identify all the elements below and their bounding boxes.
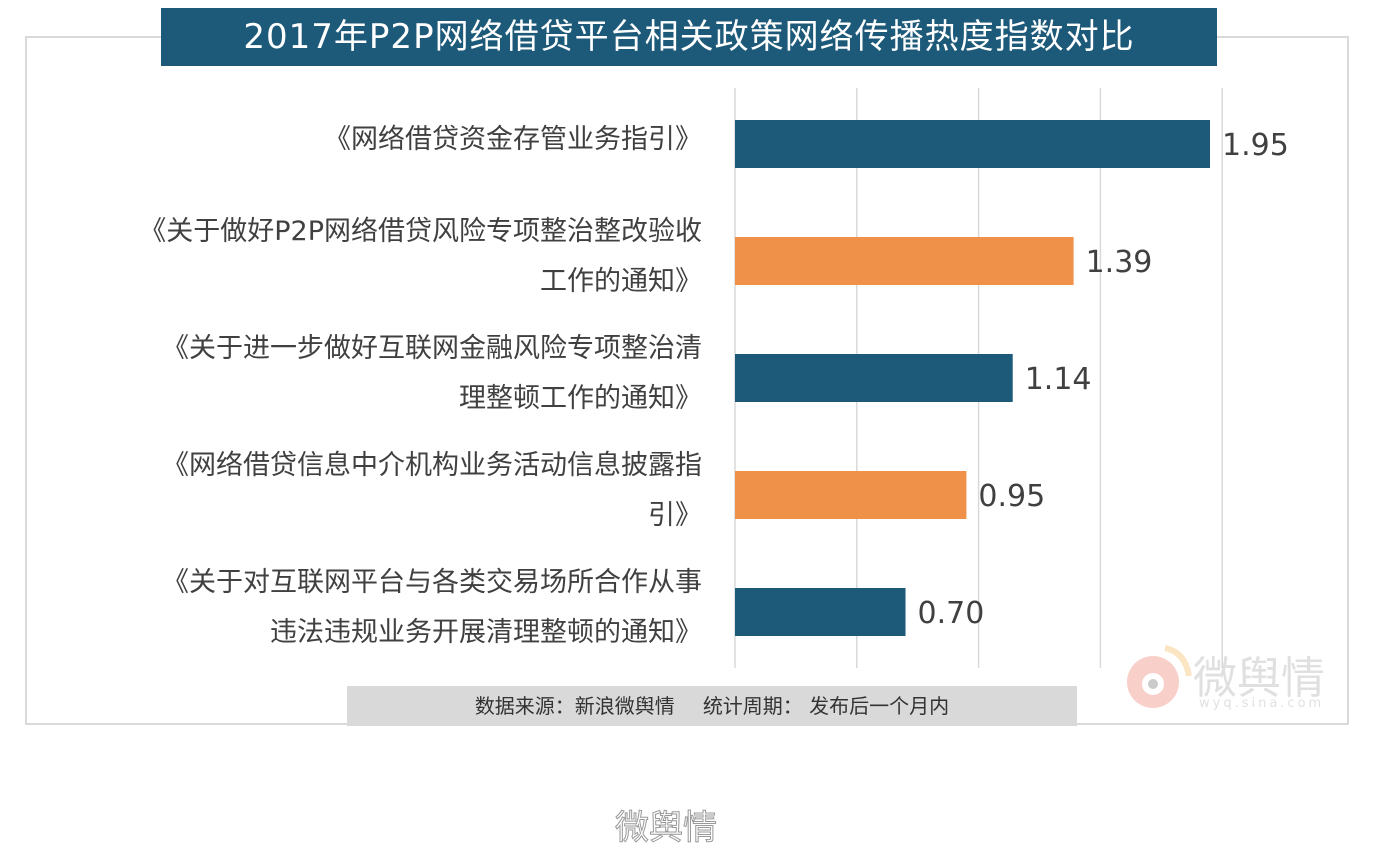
data-label: 1.95 bbox=[1222, 128, 1289, 163]
data-label: 1.39 bbox=[1086, 245, 1153, 280]
bottom-watermark: 微舆情 bbox=[615, 808, 718, 849]
category-label-line: 《关于对互联网平台与各类交易场所合作从事 bbox=[162, 567, 702, 598]
data-label: 0.70 bbox=[918, 596, 985, 631]
category-label-line: 《关于做好P2P网络借贷风险专项整治整改验收 bbox=[139, 216, 702, 247]
weibo-logo-icon bbox=[1127, 645, 1192, 708]
category-label: 《网络借贷资金存管业务指引》 bbox=[42, 115, 702, 165]
bar bbox=[735, 588, 906, 636]
category-label-line: 《网络借贷资金存管业务指引》 bbox=[324, 124, 702, 155]
data-label: 0.95 bbox=[978, 479, 1045, 514]
watermark: 微舆情 wyq.sina.com bbox=[1115, 640, 1355, 720]
stat-period: 统计周期： 发布后一个月内 bbox=[702, 694, 950, 718]
watermark-url: wyq.sina.com bbox=[1199, 696, 1325, 711]
category-label-line: 《网络借贷信息中介机构业务活动信息披露指 bbox=[162, 450, 702, 481]
category-label-line: 理整顿工作的通知》 bbox=[459, 383, 702, 414]
category-label-line: 《关于进一步做好互联网金融风险专项整治清 bbox=[162, 333, 702, 364]
bar bbox=[735, 354, 1013, 402]
category-label: 《关于进一步做好互联网金融风险专项整治清理整顿工作的通知》 bbox=[42, 324, 702, 424]
data-label: 1.14 bbox=[1025, 362, 1092, 397]
category-label: 《关于对互联网平台与各类交易场所合作从事违法违规业务开展清理整顿的通知》 bbox=[42, 558, 702, 658]
category-label-line: 工作的通知》 bbox=[540, 266, 702, 297]
category-label: 《网络借贷信息中介机构业务活动信息披露指引》 bbox=[42, 441, 702, 541]
footer: 数据来源：新浪微舆情 统计周期： 发布后一个月内 bbox=[347, 686, 1077, 726]
bar bbox=[735, 237, 1074, 285]
bar bbox=[735, 120, 1211, 168]
category-label-line: 引》 bbox=[648, 500, 702, 531]
data-source: 数据来源：新浪微舆情 bbox=[474, 694, 675, 718]
watermark-brand: 微舆情 bbox=[1193, 653, 1325, 704]
bar bbox=[735, 471, 967, 519]
chart-title: 2017年P2P网络借贷平台相关政策网络传播热度指数对比 bbox=[161, 8, 1217, 66]
category-label-line: 违法违规业务开展清理整顿的通知》 bbox=[270, 617, 702, 648]
category-label: 《关于做好P2P网络借贷风险专项整治整改验收工作的通知》 bbox=[42, 207, 702, 307]
